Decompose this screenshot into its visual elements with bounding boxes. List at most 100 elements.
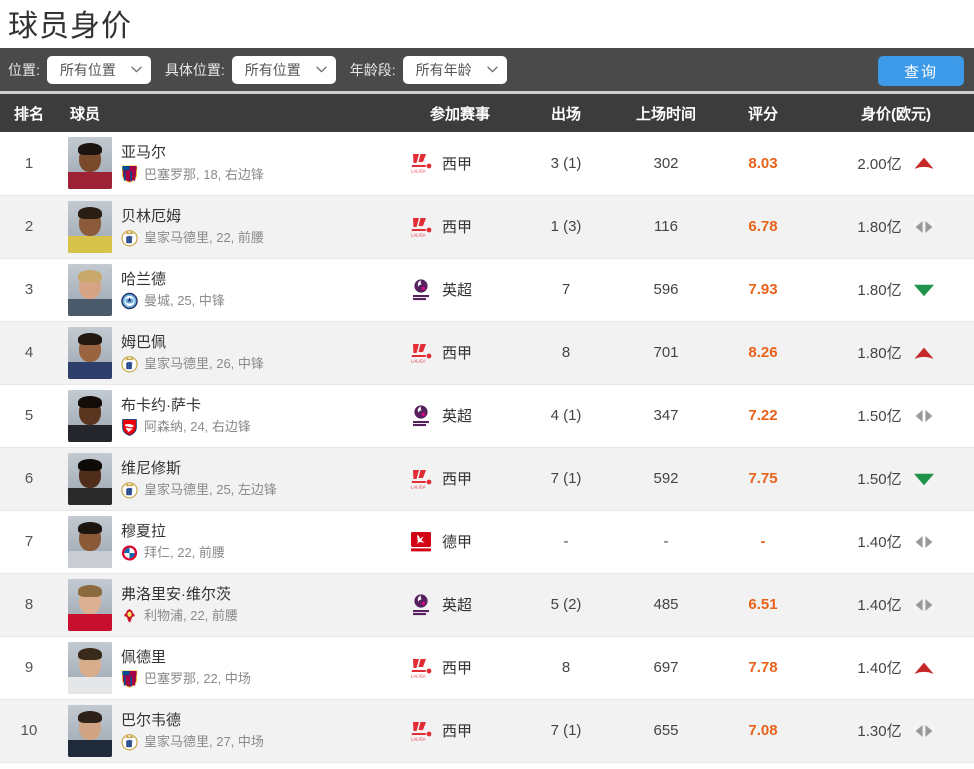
query-button[interactable]: 查询 [878, 56, 964, 86]
crest-real-madrid-icon [121, 355, 138, 372]
player-meta-text: 拜仁, 22, 前腰 [144, 545, 225, 560]
cell-rating: 7.78 [720, 636, 806, 700]
cell-league[interactable]: LALIGA 西甲 [400, 132, 520, 196]
player-name[interactable]: 巴尔韦德 [121, 711, 182, 729]
cell-rating: 8.03 [720, 132, 806, 196]
position-select[interactable]: 所有位置 [46, 55, 151, 84]
player-name[interactable]: 亚马尔 [121, 144, 167, 162]
cell-player[interactable]: 亚马尔 巴塞罗那, 18, 右边锋 [58, 132, 400, 196]
cell-rating: 8.26 [720, 321, 806, 385]
league-name: 英超 [442, 597, 473, 614]
svg-text:LALIGA: LALIGA [411, 232, 426, 237]
player-value-table: 排名 球员 参加赛事 出场 上场时间 评分 身价(欧元) 1 亚马尔 巴塞罗那, 1… [0, 94, 974, 763]
cell-rank: 9 [0, 636, 58, 700]
cell-league[interactable]: LALIGA 西甲 [400, 699, 520, 763]
cell-player[interactable]: 哈兰德曼城, 25, 中锋 [58, 258, 400, 322]
cell-player[interactable]: 维尼修斯皇家马德里, 25, 左边锋 [58, 447, 400, 511]
crest-liverpool-icon [124, 608, 135, 623]
cell-appearances: 7 (1) [520, 447, 612, 511]
player-name[interactable]: 贝林厄姆 [121, 207, 182, 225]
cell-player[interactable]: 弗洛里安·维尔茨 利物浦, 22, 前腰 [58, 573, 400, 637]
cell-league[interactable]: 英超 [400, 384, 520, 448]
filter-detailed-position-label: 具体位置: [164, 61, 225, 78]
cell-rank: 2 [0, 195, 58, 259]
cell-league[interactable]: LALIGA 西甲 [400, 636, 520, 700]
table-row[interactable]: 1 亚马尔 巴塞罗那, 18, 右边锋 LALIGA 西甲 3 (1) 302 8.03 2.0… [0, 132, 974, 196]
trend-flat-icon [915, 409, 932, 422]
table-row[interactable]: 4 姆巴佩 皇家马德里, 26, 中锋 LALIGA 西甲 8 701 8.26 1.80亿 [0, 321, 974, 385]
column-header-rating[interactable]: 评分 [720, 94, 806, 132]
player-name[interactable]: 维尼修斯 [121, 459, 182, 477]
column-header-league[interactable]: 参加赛事 [400, 94, 520, 132]
table-row[interactable]: 2 贝林厄姆 皇家马德里, 22, 前腰 LALIGA 西甲 1 (3) 116 6.78 1.… [0, 195, 974, 259]
table-row[interactable]: 10 巴尔韦德 皇家马德里, 27, 中场 LALIGA 西甲 7 (1) 655 7.08 1… [0, 699, 974, 763]
player-name[interactable]: 布卡约·萨卡 [121, 396, 201, 414]
table-row[interactable]: 8 弗洛里安·维尔茨 利物浦, 22, 前腰 英超 5 (2) 485 6.51 1.40亿 [0, 573, 974, 637]
filter-age-range-label: 年龄段: [349, 61, 396, 78]
crest-real-madrid-icon [121, 733, 138, 750]
table-body: 1 亚马尔 巴塞罗那, 18, 右边锋 LALIGA 西甲 3 (1) 302 8.03 2.0… [0, 132, 974, 763]
player-name[interactable]: 佩德里 [121, 648, 167, 666]
market-value-text: 1.50亿 [857, 408, 902, 425]
cell-player[interactable]: 佩德里 巴塞罗那, 22, 中场 [58, 636, 400, 700]
cell-appearances: 7 [520, 258, 612, 322]
cell-player[interactable]: 贝林厄姆 皇家马德里, 22, 前腰 [58, 195, 400, 259]
cell-minutes: 116 [612, 195, 720, 259]
cell-rating: 7.08 [720, 699, 806, 763]
cell-player[interactable]: 穆夏拉拜仁, 22, 前腰 [58, 510, 400, 574]
cell-rating: 6.51 [720, 573, 806, 637]
table-row[interactable]: 6 维尼修斯 皇家马德里, 25, 左边锋 LALIGA 西甲 7 (1) 592 7.75 1… [0, 447, 974, 511]
player-name[interactable]: 哈兰德 [121, 270, 167, 288]
trend-flat-icon [915, 220, 932, 233]
column-header-rank[interactable]: 排名 [0, 94, 58, 132]
cell-player[interactable]: 姆巴佩皇家马德里, 26, 中锋 [58, 321, 400, 385]
player-meta: 皇家马德里, 25, 左边锋 [121, 481, 277, 499]
cell-league[interactable]: LALIGA 西甲 [400, 321, 520, 385]
cell-league[interactable]: 英超 [400, 573, 520, 637]
cell-market-value: 1.30亿 [806, 699, 974, 763]
cell-league[interactable]: 英超 [400, 258, 520, 322]
cell-rank: 6 [0, 447, 58, 511]
cell-league[interactable]: LALIGA 西甲 [400, 447, 520, 511]
cell-minutes: 697 [612, 636, 720, 700]
cell-rating: 6.78 [720, 195, 806, 259]
column-header-apps[interactable]: 出场 [520, 94, 612, 132]
filter-bar: 位置: 所有位置 具体位置: 所有位置 年龄段: 所有年龄 查询 [0, 48, 974, 94]
age-range-select[interactable]: 所有年龄 [402, 55, 507, 84]
crest-bayern-icon [121, 544, 138, 561]
player-name[interactable]: 姆巴佩 [121, 333, 167, 351]
column-header-minutes[interactable]: 上场时间 [612, 94, 720, 132]
player-photo [68, 263, 112, 316]
cell-league[interactable]: LALIGA 西甲 [400, 195, 520, 259]
cell-rank: 3 [0, 258, 58, 322]
svg-text:LALIGA: LALIGA [411, 358, 426, 363]
detailed-position-select[interactable]: 所有位置 [231, 55, 336, 84]
table-row[interactable]: 3 哈兰德 曼城, 25, 中锋 英超 7 596 7.93 1.80亿 [0, 258, 974, 322]
filter-detailed-position: 具体位置: 所有位置 [164, 55, 336, 84]
cell-player[interactable]: 巴尔韦德皇家马德里, 27, 中场 [58, 699, 400, 763]
cell-minutes: 485 [612, 573, 720, 637]
player-photo [68, 137, 112, 190]
column-header-player[interactable]: 球员 [58, 94, 400, 132]
column-header-market-value[interactable]: 身价(欧元) [806, 94, 974, 132]
table-row[interactable]: 7 穆夏拉 拜仁, 22, 前腰 德甲 - - -1.40亿 [0, 510, 974, 574]
player-meta: 利物浦, 22, 前腰 [121, 607, 238, 625]
market-value-text: 1.80亿 [857, 282, 902, 299]
cell-rank: 1 [0, 132, 58, 196]
chevron-down-icon [316, 66, 327, 73]
player-name[interactable]: 弗洛里安·维尔茨 [121, 585, 231, 603]
crest-barcelona-icon [121, 165, 138, 183]
cell-player[interactable]: 布卡约·萨卡 阿森纳, 24, 右边锋 [58, 384, 400, 448]
svg-text:LALIGA: LALIGA [411, 169, 426, 174]
player-name[interactable]: 穆夏拉 [121, 522, 167, 540]
table-row[interactable]: 9 佩德里 巴塞罗那, 22, 中场 LALIGA 西甲 8 697 7.78 1.40亿 [0, 636, 974, 700]
table-row[interactable]: 5 布卡约·萨卡 阿森纳, 24, 右边锋 英超 4 (1) 347 7.22 1.50亿 [0, 384, 974, 448]
player-meta-text: 皇家马德里, 26, 中锋 [144, 356, 264, 371]
chevron-down-icon [486, 66, 498, 73]
cell-league[interactable]: 德甲 [400, 510, 520, 574]
player-meta: 曼城, 25, 中锋 [121, 292, 225, 310]
player-meta-text: 皇家马德里, 27, 中场 [144, 734, 264, 749]
crest-arsenal-icon [122, 418, 137, 436]
league-name: 西甲 [442, 660, 473, 677]
cell-appearances: 3 (1) [520, 132, 612, 196]
